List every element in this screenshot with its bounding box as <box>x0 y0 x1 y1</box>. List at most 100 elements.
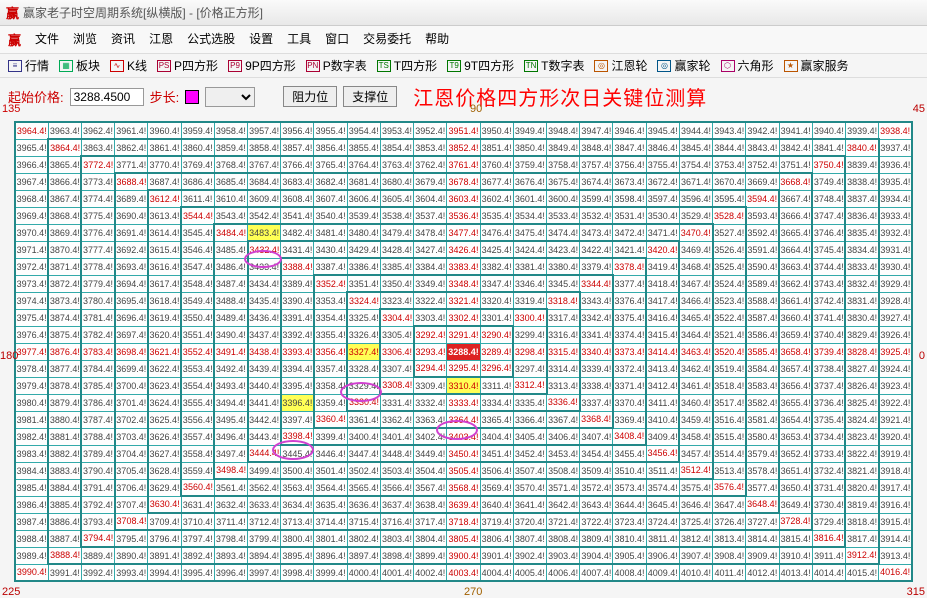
grid-cell[interactable]: 3863.4! <box>81 139 114 156</box>
grid-cell[interactable]: 3706.4! <box>115 479 148 496</box>
grid-cell[interactable]: 3911.4! <box>812 547 845 564</box>
grid-cell[interactable]: 3606.4! <box>347 190 380 207</box>
grid-cell[interactable]: 3447.4! <box>347 445 380 462</box>
grid-cell[interactable]: 3538.4! <box>380 207 413 224</box>
grid-cell[interactable]: 3609.4! <box>248 190 281 207</box>
grid-cell[interactable]: 3656.4! <box>779 377 812 394</box>
grid-cell[interactable]: 3355.4! <box>314 326 347 343</box>
grid-cell[interactable]: 3805.4! <box>447 530 480 547</box>
grid-cell[interactable]: 3973.4! <box>15 275 48 292</box>
grid-cell[interactable]: 3838.4! <box>845 173 878 190</box>
grid-cell[interactable]: 3759.4! <box>513 156 546 173</box>
toolbar-button[interactable]: ∿K线 <box>110 57 147 74</box>
grid-cell[interactable]: 3613.4! <box>148 207 181 224</box>
grid-cell[interactable]: 3303.4! <box>414 309 447 326</box>
grid-cell[interactable]: 3501.4! <box>314 462 347 479</box>
grid-cell[interactable]: 3728.4! <box>779 513 812 530</box>
grid-cell[interactable]: 3703.4! <box>115 428 148 445</box>
grid-cell[interactable]: 3612.4! <box>148 190 181 207</box>
grid-cell[interactable]: 3547.4! <box>181 258 214 275</box>
grid-cell[interactable]: 3687.4! <box>148 173 181 190</box>
grid-cell[interactable]: 3714.4! <box>314 513 347 530</box>
grid-cell[interactable]: 3351.4! <box>347 275 380 292</box>
grid-cell[interactable]: 3399.4! <box>314 428 347 445</box>
grid-cell[interactable]: 3380.4! <box>547 258 580 275</box>
grid-cell[interactable]: 3502.4! <box>347 462 380 479</box>
grid-cell[interactable]: 3443.4! <box>248 428 281 445</box>
grid-cell[interactable]: 3580.4! <box>746 428 779 445</box>
grid-cell[interactable]: 3666.4! <box>779 207 812 224</box>
grid-cell[interactable]: 3396.4! <box>281 394 314 411</box>
grid-cell[interactable]: 3931.4! <box>879 241 912 258</box>
grid-cell[interactable]: 3912.4! <box>845 547 878 564</box>
grid-cell[interactable]: 3576.4! <box>713 479 746 496</box>
grid-cell[interactable]: 3784.4! <box>81 360 114 377</box>
grid-cell[interactable]: 3526.4! <box>713 241 746 258</box>
grid-cell[interactable]: 3417.4! <box>646 292 679 309</box>
grid-cell[interactable]: 3527.4! <box>713 224 746 241</box>
grid-cell[interactable]: 3743.4! <box>812 275 845 292</box>
grid-cell[interactable]: 3319.4! <box>513 292 546 309</box>
grid-cell[interactable]: 3669.4! <box>746 173 779 190</box>
grid-cell[interactable]: 3471.4! <box>646 224 679 241</box>
grid-cell[interactable]: 3540.4! <box>314 207 347 224</box>
grid-cell[interactable]: 3766.4! <box>281 156 314 173</box>
grid-cell[interactable]: 3491.4! <box>214 343 247 360</box>
grid-cell[interactable]: 3698.4! <box>115 343 148 360</box>
grid-cell[interactable]: 3534.4! <box>513 207 546 224</box>
grid-cell[interactable]: 3605.4! <box>380 190 413 207</box>
grid-cell[interactable]: 4002.4! <box>414 564 447 581</box>
grid-cell[interactable]: 3457.4! <box>679 445 712 462</box>
grid-cell[interactable]: 3680.4! <box>380 173 413 190</box>
grid-cell[interactable]: 3700.4! <box>115 377 148 394</box>
grid-cell[interactable]: 3505.4! <box>447 462 480 479</box>
grid-cell[interactable]: 3370.4! <box>613 394 646 411</box>
grid-cell[interactable]: 3899.4! <box>414 547 447 564</box>
grid-cell[interactable]: 3625.4! <box>148 411 181 428</box>
grid-cell[interactable]: 3738.4! <box>812 360 845 377</box>
grid-cell[interactable]: 3660.4! <box>779 309 812 326</box>
grid-cell[interactable]: 3750.4! <box>812 156 845 173</box>
grid-cell[interactable]: 3322.4! <box>414 292 447 309</box>
grid-cell[interactable]: 3584.4! <box>746 360 779 377</box>
grid-cell[interactable]: 3483.4! <box>248 224 281 241</box>
grid-cell[interactable]: 3939.4! <box>845 122 878 139</box>
grid-cell[interactable]: 3702.4! <box>115 411 148 428</box>
grid-cell[interactable]: 3591.4! <box>746 241 779 258</box>
grid-cell[interactable]: 3780.4! <box>81 292 114 309</box>
grid-cell[interactable]: 3675.4! <box>547 173 580 190</box>
grid-cell[interactable]: 3379.4! <box>580 258 613 275</box>
grid-cell[interactable]: 3346.4! <box>513 275 546 292</box>
grid-cell[interactable]: 4003.4! <box>447 564 480 581</box>
grid-cell[interactable]: 3878.4! <box>48 377 81 394</box>
grid-cell[interactable]: 3409.4! <box>646 428 679 445</box>
grid-cell[interactable]: 3317.4! <box>547 309 580 326</box>
grid-cell[interactable]: 3649.4! <box>779 496 812 513</box>
menu-item[interactable]: 设置 <box>249 30 273 49</box>
grid-cell[interactable]: 3288.4! <box>447 343 480 360</box>
grid-cell[interactable]: 3894.4! <box>248 547 281 564</box>
grid-cell[interactable]: 4012.4! <box>746 564 779 581</box>
grid-cell[interactable]: 3393.4! <box>281 343 314 360</box>
grid-cell[interactable]: 3834.4! <box>845 241 878 258</box>
grid-cell[interactable]: 3857.4! <box>281 139 314 156</box>
grid-cell[interactable]: 3482.4! <box>281 224 314 241</box>
grid-cell[interactable]: 3868.4! <box>48 207 81 224</box>
grid-cell[interactable]: 3414.4! <box>646 343 679 360</box>
grid-cell[interactable]: 3822.4! <box>845 445 878 462</box>
grid-cell[interactable]: 3412.4! <box>646 377 679 394</box>
grid-cell[interactable]: 3565.4! <box>347 479 380 496</box>
grid-cell[interactable]: 4000.4! <box>347 564 380 581</box>
grid-cell[interactable]: 3786.4! <box>81 394 114 411</box>
grid-cell[interactable]: 3811.4! <box>646 530 679 547</box>
grid-cell[interactable]: 3518.4! <box>713 377 746 394</box>
grid-cell[interactable]: 3971.4! <box>15 241 48 258</box>
grid-cell[interactable]: 3430.4! <box>314 241 347 258</box>
grid-cell[interactable]: 3291.4! <box>447 326 480 343</box>
toolbar-button[interactable]: ◎赢家轮 <box>657 57 710 74</box>
grid-cell[interactable]: 3892.4! <box>181 547 214 564</box>
grid-cell[interactable]: 3345.4! <box>547 275 580 292</box>
grid-cell[interactable]: 3628.4! <box>148 462 181 479</box>
grid-cell[interactable]: 3884.4! <box>48 479 81 496</box>
grid-cell[interactable]: 3531.4! <box>613 207 646 224</box>
